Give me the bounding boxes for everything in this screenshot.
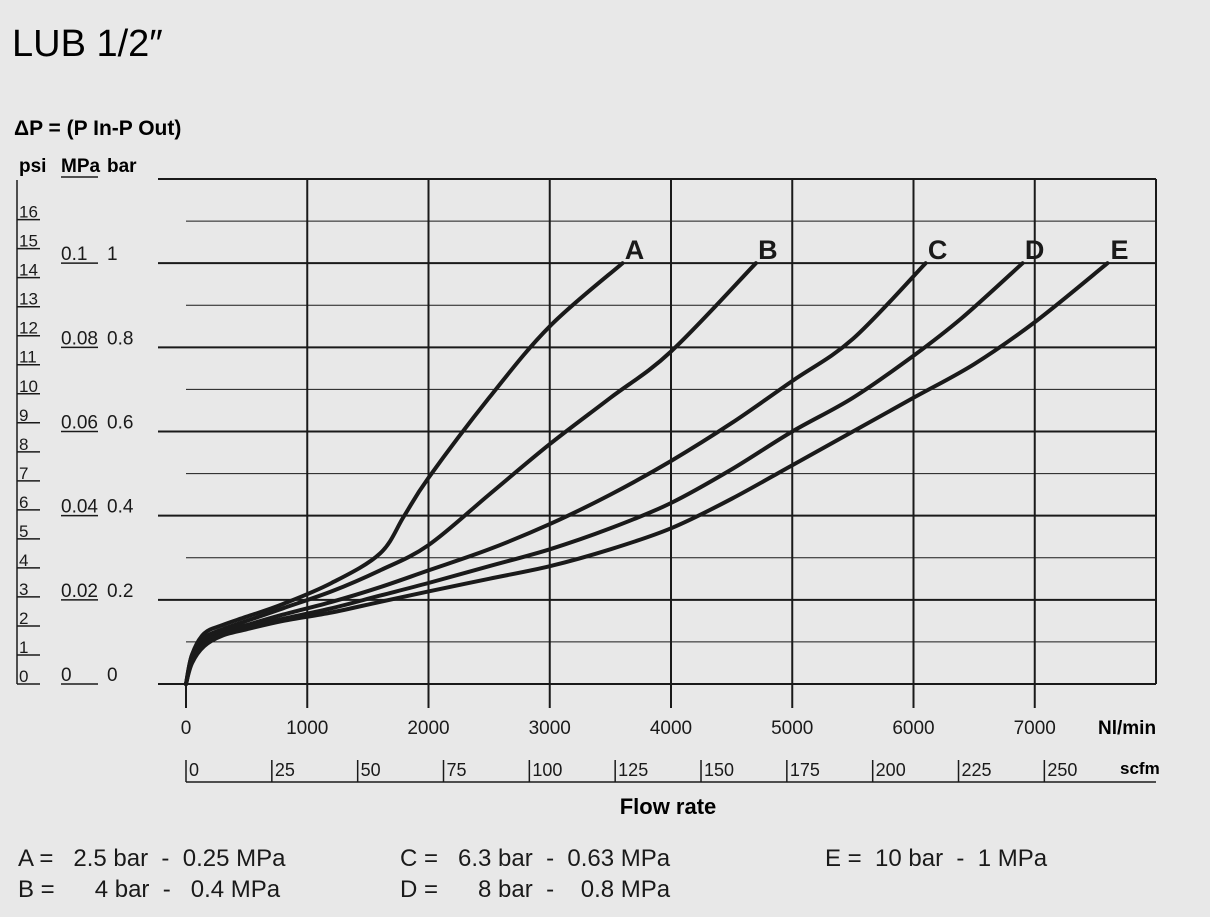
psi-tick-label: 0 [19, 667, 28, 686]
curve-label-d: D [1025, 235, 1045, 265]
x-tick-label-scfm: 0 [189, 760, 199, 780]
legend-note-e: E = 10 bar - 1 MPa [825, 845, 1048, 872]
y-unit-psi: psi [19, 156, 46, 177]
psi-tick-label: 6 [19, 493, 28, 512]
psi-tick-label: 5 [19, 522, 28, 541]
x-tick-label-nlmin: 3000 [529, 718, 571, 739]
psi-tick-label: 16 [19, 203, 38, 222]
curve-b [184, 261, 758, 686]
curve-label-c: C [928, 235, 948, 265]
mpa-bar-scale: 0 0 0.02 0.2 0.04 0.4 0.06 0.6 0.08 0.8 0.1 1 [61, 244, 134, 686]
x-tick-label-scfm: 100 [532, 760, 562, 780]
legend-note-a: A = 2.5 bar - 0.25 MPa [18, 845, 286, 872]
x-tick-label-nlmin: 7000 [1014, 718, 1056, 739]
y-unit-mpa: MPa [61, 156, 101, 177]
curve-label-e: E [1110, 235, 1128, 265]
psi-tick-label: 10 [19, 377, 38, 396]
psi-tick-label: 15 [19, 232, 38, 251]
bar-tick-label: 0.4 [107, 497, 134, 518]
psi-tick-label: 13 [19, 290, 38, 309]
bar-tick-label: 0.6 [107, 413, 133, 434]
x-tick-label-nlmin: 5000 [771, 718, 813, 739]
x-tick-label-scfm: 225 [962, 760, 992, 780]
x-tick-label-nlmin: 2000 [407, 718, 449, 739]
x-tick-label-scfm: 175 [790, 760, 820, 780]
mpa-tick-label: 0 [61, 665, 72, 686]
x-unit-scfm: scfm [1120, 759, 1160, 778]
x-tick-label-nlmin: 1000 [286, 718, 328, 739]
curve-label-b: B [758, 235, 778, 265]
x-tick-label-scfm: 75 [447, 760, 467, 780]
legend-note-d: D = 8 bar - 0.8 MPa [400, 876, 671, 903]
bar-tick-label: 1 [107, 244, 118, 265]
flow-curves: A B C D E [184, 235, 1129, 686]
x-tick-label-nlmin: 4000 [650, 718, 692, 739]
legend-note-c: C = 6.3 bar - 0.63 MPa [400, 845, 671, 872]
x-tick-label-nlmin: 0 [181, 718, 192, 739]
mpa-tick-label: 0.1 [61, 244, 87, 265]
psi-tick-label: 14 [19, 261, 38, 280]
x-tick-label-scfm: 50 [361, 760, 381, 780]
y-axis-label: ΔP = (P In-P Out) [14, 117, 181, 140]
psi-tick-label: 11 [19, 348, 37, 367]
x-tick-label-scfm: 200 [876, 760, 906, 780]
bar-tick-label: 0 [107, 665, 118, 686]
psi-tick-label: 2 [19, 609, 28, 628]
x-axis-label: Flow rate [620, 794, 717, 819]
chart-title: LUB 1/2″ [12, 23, 163, 65]
x-tick-label-scfm: 25 [275, 760, 295, 780]
psi-tick-label: 8 [19, 435, 28, 454]
psi-tick-label: 4 [19, 551, 28, 570]
bar-tick-label: 0.8 [107, 328, 133, 349]
mpa-tick-label: 0.08 [61, 328, 98, 349]
x-axis-ticks: 0 1000 2000 3000 4000 5000 6000 7000 0 25 50 75 100 1… [181, 684, 1156, 783]
x-tick-label-scfm: 150 [704, 760, 734, 780]
x-unit-nlmin: Nl/min [1098, 718, 1156, 739]
psi-tick-label: 1 [19, 638, 28, 657]
mpa-tick-label: 0.04 [61, 497, 98, 518]
legend-note-b: B = 4 bar - 0.4 MPa [18, 876, 281, 903]
plot-grid [158, 178, 1157, 685]
psi-tick-label: 7 [19, 464, 28, 483]
psi-tick-label: 3 [19, 580, 28, 599]
curve-e [184, 261, 1110, 686]
psi-tick-label: 12 [19, 319, 38, 338]
bar-tick-label: 0.2 [107, 581, 133, 602]
curve-label-a: A [625, 235, 645, 265]
x-tick-label-scfm: 250 [1047, 760, 1077, 780]
mpa-tick-label: 0.02 [61, 581, 98, 602]
x-tick-label-nlmin: 6000 [892, 718, 934, 739]
x-tick-label-scfm: 125 [618, 760, 648, 780]
mpa-tick-label: 0.06 [61, 413, 98, 434]
psi-tick-label: 9 [19, 406, 28, 425]
y-unit-bar: bar [107, 156, 137, 177]
curve-a [184, 261, 625, 686]
